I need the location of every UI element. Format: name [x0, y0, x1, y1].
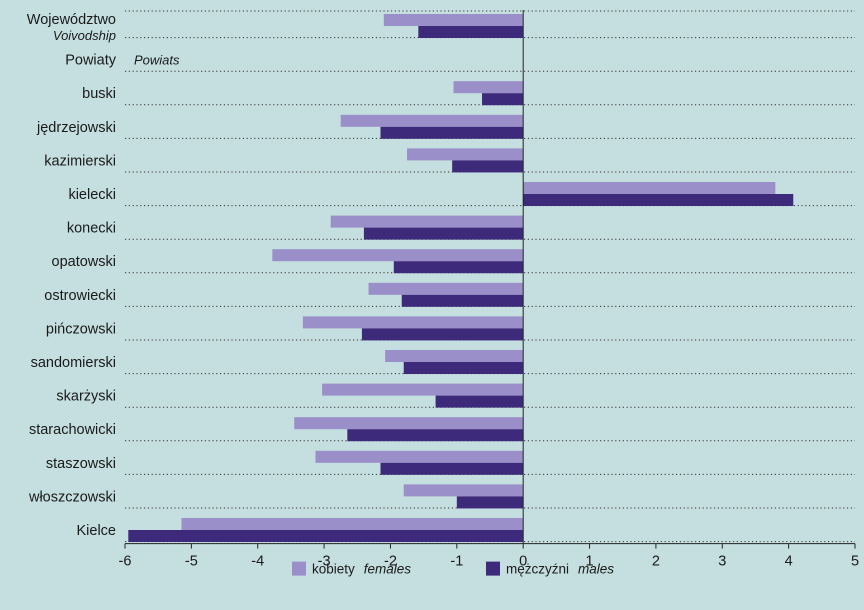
category-label: Powiaty — [65, 53, 117, 69]
bar-males-4 — [452, 160, 524, 173]
bar-males-6 — [363, 227, 524, 240]
legend-label-males-en: males — [578, 562, 614, 577]
bar-males-9 — [361, 328, 524, 341]
x-tick-label: -4 — [251, 554, 264, 570]
category-label: buski — [82, 86, 116, 102]
bar-males-14 — [456, 496, 524, 509]
category-label: ostrowiecki — [44, 288, 116, 304]
category-label: Kielce — [77, 523, 117, 539]
x-tick-label: -3 — [318, 554, 331, 570]
legend-label-females: kobiety — [312, 562, 355, 577]
x-tick-label: 5 — [851, 554, 859, 570]
bar-females-2 — [453, 81, 524, 94]
x-tick-label: 0 — [519, 554, 527, 570]
bar-females-10 — [385, 350, 524, 362]
bar-males-7 — [393, 261, 524, 274]
x-tick-label: -2 — [384, 554, 397, 570]
category-label: Województwo — [27, 12, 116, 28]
category-label: starachowicki — [29, 422, 116, 438]
category-label: jędrzejowski — [36, 120, 116, 136]
bar-males-15 — [128, 530, 524, 542]
bar-males-12 — [347, 429, 524, 442]
bar-females-9 — [302, 316, 524, 329]
bar-females-4 — [407, 148, 524, 161]
bar-females-11 — [322, 383, 524, 396]
x-tick-label: 3 — [718, 554, 726, 570]
legend-swatch-males — [486, 561, 500, 576]
x-tick-label: -5 — [185, 554, 198, 570]
category-label: konecki — [67, 221, 116, 237]
bar-females-12 — [294, 417, 524, 430]
bar-females-13 — [315, 450, 524, 463]
bars — [128, 14, 794, 542]
bar-males-11 — [435, 395, 524, 408]
legend-swatch-females — [292, 561, 306, 576]
bar-males-3 — [380, 126, 524, 139]
bar-females-0 — [383, 14, 524, 26]
bar-females-8 — [368, 282, 524, 295]
x-axis-ticks: -6 -5 -4 -3 -2 -1 0 1 2 3 4 5 — [119, 543, 859, 570]
category-label: skarżyski — [56, 389, 116, 405]
category-label: staszowski — [46, 456, 116, 472]
bar-males-8 — [401, 294, 524, 307]
category-label: włoszczowski — [28, 489, 116, 505]
bar-females-14 — [403, 484, 524, 497]
bar-females-6 — [330, 215, 524, 228]
bar-males-0 — [418, 26, 524, 38]
bar-males-13 — [380, 462, 524, 475]
category-sublabel: Powiats — [134, 53, 180, 68]
bar-females-5 — [523, 182, 776, 194]
x-tick-label: 2 — [652, 554, 660, 570]
category-sublabel: Voivodship — [53, 28, 116, 43]
bar-females-15 — [181, 518, 524, 530]
x-tick-label: -6 — [119, 554, 132, 570]
category-label: sandomierski — [31, 355, 116, 371]
category-label: kielecki — [68, 187, 116, 203]
x-tick-label: -1 — [450, 554, 463, 570]
legend: kobiety females mężczyźni males — [292, 561, 614, 577]
bar-females-7 — [272, 249, 524, 262]
bar-males-2 — [482, 93, 524, 106]
bar-females-3 — [340, 114, 524, 127]
category-label: kazimierski — [44, 153, 116, 169]
legend-label-males: mężczyźni — [506, 562, 569, 577]
x-tick-label: 4 — [785, 554, 793, 570]
legend-label-females-en: females — [364, 562, 412, 577]
bar-males-10 — [403, 362, 524, 374]
x-tick-label: 1 — [586, 554, 594, 570]
category-label: pińczowski — [46, 321, 116, 337]
category-label: opatowski — [52, 254, 116, 270]
bar-males-5 — [523, 194, 794, 206]
